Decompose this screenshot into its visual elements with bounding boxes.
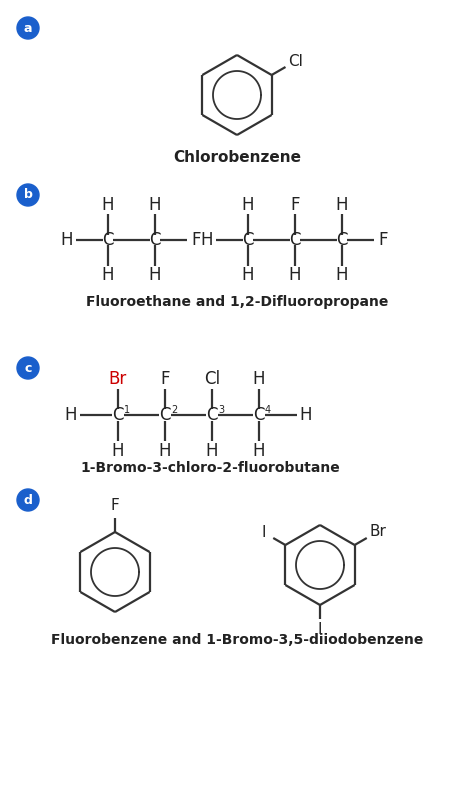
Text: H: H: [149, 266, 161, 284]
Text: H: H: [102, 196, 114, 214]
Text: H: H: [102, 266, 114, 284]
Text: C: C: [149, 231, 161, 249]
Text: 2: 2: [171, 405, 177, 415]
Text: F: F: [160, 370, 170, 388]
Text: Cl: Cl: [289, 53, 303, 69]
Text: H: H: [159, 442, 171, 460]
Text: H: H: [65, 406, 77, 424]
Text: Cl: Cl: [204, 370, 220, 388]
Text: C: C: [206, 406, 218, 424]
Text: F: F: [290, 196, 300, 214]
Text: a: a: [24, 22, 32, 35]
Text: F: F: [378, 231, 388, 249]
Text: H: H: [206, 442, 218, 460]
Text: 3: 3: [218, 405, 224, 415]
Text: C: C: [159, 406, 171, 424]
Text: I: I: [262, 525, 266, 540]
Text: C: C: [112, 406, 124, 424]
Text: H: H: [201, 231, 213, 249]
Text: H: H: [242, 196, 254, 214]
Text: Br: Br: [109, 370, 127, 388]
Text: b: b: [24, 189, 32, 202]
Text: d: d: [24, 494, 32, 507]
Circle shape: [17, 489, 39, 511]
Circle shape: [17, 184, 39, 206]
Text: C: C: [336, 231, 348, 249]
Text: C: C: [102, 231, 114, 249]
Text: F: F: [110, 499, 119, 513]
Text: F: F: [191, 231, 201, 249]
Text: C: C: [289, 231, 301, 249]
Text: H: H: [336, 266, 348, 284]
Text: H: H: [253, 442, 265, 460]
Text: H: H: [242, 266, 254, 284]
Text: H: H: [300, 406, 312, 424]
Text: 1-Bromo-3-chloro-2-fluorobutane: 1-Bromo-3-chloro-2-fluorobutane: [80, 461, 340, 475]
Text: 1: 1: [124, 405, 130, 415]
Text: H: H: [149, 196, 161, 214]
Text: I: I: [318, 622, 322, 638]
Text: C: C: [242, 231, 254, 249]
Text: C: C: [253, 406, 265, 424]
Text: H: H: [336, 196, 348, 214]
Text: c: c: [24, 362, 32, 374]
Text: Chlorobenzene: Chlorobenzene: [173, 150, 301, 165]
Text: H: H: [253, 370, 265, 388]
Circle shape: [17, 17, 39, 39]
Text: Br: Br: [370, 524, 386, 539]
Text: H: H: [61, 231, 73, 249]
Circle shape: [17, 357, 39, 379]
Text: H: H: [289, 266, 301, 284]
Text: H: H: [112, 442, 124, 460]
Text: Fluoroethane and 1,2-Difluoropropane: Fluoroethane and 1,2-Difluoropropane: [86, 295, 388, 309]
Text: 4: 4: [265, 405, 271, 415]
Text: Fluorobenzene and 1-Bromo-3,5-diiodobenzene: Fluorobenzene and 1-Bromo-3,5-diiodobenz…: [51, 633, 423, 647]
